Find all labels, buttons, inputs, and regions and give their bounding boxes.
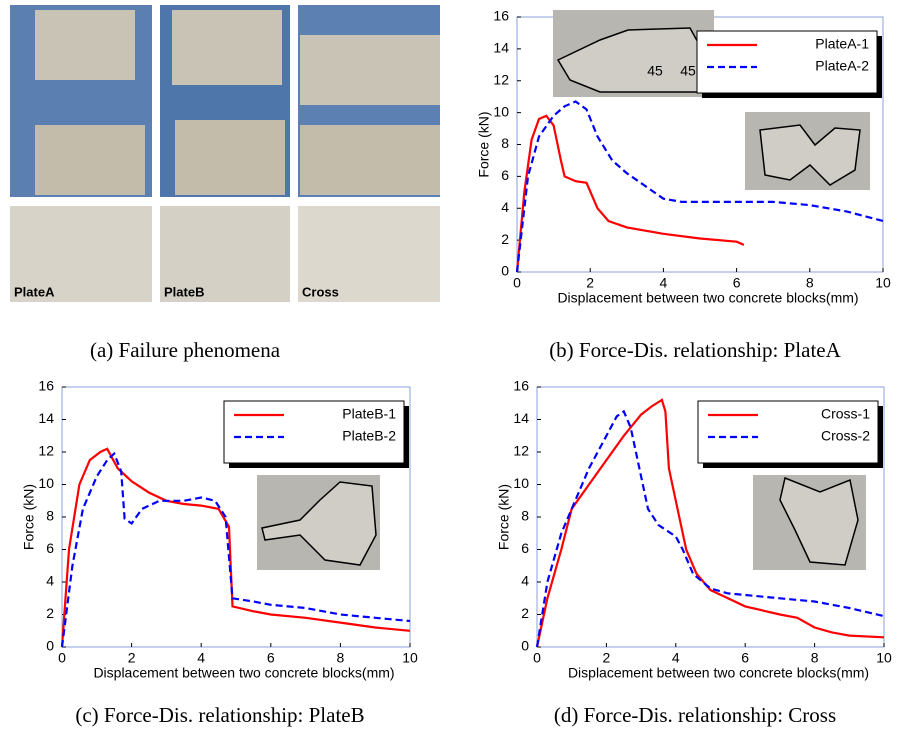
y-tick-label: 8 <box>501 135 509 151</box>
photo-block <box>35 125 145 195</box>
x-axis-label: Displacement between two concrete blocks… <box>93 665 394 681</box>
caption: (a) Failure phenomena <box>90 338 281 362</box>
y-tick-label: 0 <box>521 638 529 654</box>
legend-label: PlateB-1 <box>342 406 396 422</box>
y-tick-label: 10 <box>493 103 509 119</box>
x-axis-label: Displacement between two concrete blocks… <box>557 290 858 306</box>
legend-label: PlateA-2 <box>815 58 869 74</box>
photo-block <box>300 35 440 105</box>
legend-label: PlateB-2 <box>342 428 396 444</box>
x-tick-label: 0 <box>513 275 521 291</box>
x-tick-label: 2 <box>128 650 136 666</box>
y-tick-label: 16 <box>493 8 509 24</box>
caption: (d) Force-Dis. relationship: Cross <box>554 703 836 727</box>
x-tick-label: 6 <box>741 650 749 666</box>
y-tick-label: 14 <box>513 410 529 426</box>
y-tick-label: 4 <box>521 573 529 589</box>
photo-block <box>300 125 440 195</box>
x-tick-label: 0 <box>533 650 541 666</box>
y-axis-label: Force (kN) <box>496 484 512 550</box>
x-tick-label: 8 <box>811 650 819 666</box>
y-tick-label: 2 <box>46 605 54 621</box>
y-axis-label: Force (kN) <box>21 484 37 550</box>
y-tick-label: 12 <box>38 443 54 459</box>
figure: PlateA PlateB Cross (a) Failure phenomen… <box>0 0 914 740</box>
y-tick-label: 4 <box>46 573 54 589</box>
x-tick-label: 4 <box>197 650 205 666</box>
y-tick-label: 8 <box>521 508 529 524</box>
x-tick-label: 4 <box>660 275 668 291</box>
y-axis-label: Force (kN) <box>476 111 492 177</box>
x-tick-label: 10 <box>876 650 892 666</box>
y-tick-label: 6 <box>521 540 529 556</box>
y-tick-label: 10 <box>513 475 529 491</box>
y-tick-label: 2 <box>501 231 509 247</box>
photo-label: Cross <box>302 284 339 299</box>
photo-block <box>172 10 282 85</box>
photo-label: PlateA <box>14 284 55 299</box>
x-tick-label: 8 <box>806 275 814 291</box>
y-tick-label: 12 <box>493 71 509 87</box>
photo-block <box>35 10 135 80</box>
y-tick-label: 16 <box>513 378 529 394</box>
x-tick-label: 0 <box>58 650 66 666</box>
y-tick-label: 8 <box>46 508 54 524</box>
x-tick-label: 10 <box>875 275 891 291</box>
y-tick-label: 4 <box>501 199 509 215</box>
caption: (b) Force-Dis. relationship: PlateA <box>549 338 841 362</box>
x-tick-label: 6 <box>733 275 741 291</box>
legend-label: PlateA-1 <box>815 36 869 52</box>
x-tick-label: 8 <box>337 650 345 666</box>
y-tick-label: 12 <box>513 443 529 459</box>
y-tick-label: 6 <box>501 167 509 183</box>
y-tick-label: 14 <box>493 40 509 56</box>
x-tick-label: 6 <box>267 650 275 666</box>
y-tick-label: 10 <box>38 475 54 491</box>
x-tick-label: 10 <box>402 650 418 666</box>
photo-label: PlateB <box>164 284 204 299</box>
x-tick-label: 4 <box>672 650 680 666</box>
x-axis-label: Displacement between two concrete blocks… <box>568 665 869 681</box>
annotation: 45 <box>680 63 696 79</box>
legend-label: Cross-1 <box>821 406 870 422</box>
y-tick-label: 16 <box>38 378 54 394</box>
caption: (c) Force-Dis. relationship: PlateB <box>75 703 364 727</box>
x-tick-label: 2 <box>586 275 594 291</box>
y-tick-label: 0 <box>501 263 509 279</box>
annotation: 45 <box>647 63 663 79</box>
y-tick-label: 6 <box>46 540 54 556</box>
y-tick-label: 2 <box>521 605 529 621</box>
y-tick-label: 0 <box>46 638 54 654</box>
photo-block <box>175 120 285 195</box>
legend-label: Cross-2 <box>821 428 870 444</box>
x-tick-label: 2 <box>603 650 611 666</box>
y-tick-label: 14 <box>38 410 54 426</box>
